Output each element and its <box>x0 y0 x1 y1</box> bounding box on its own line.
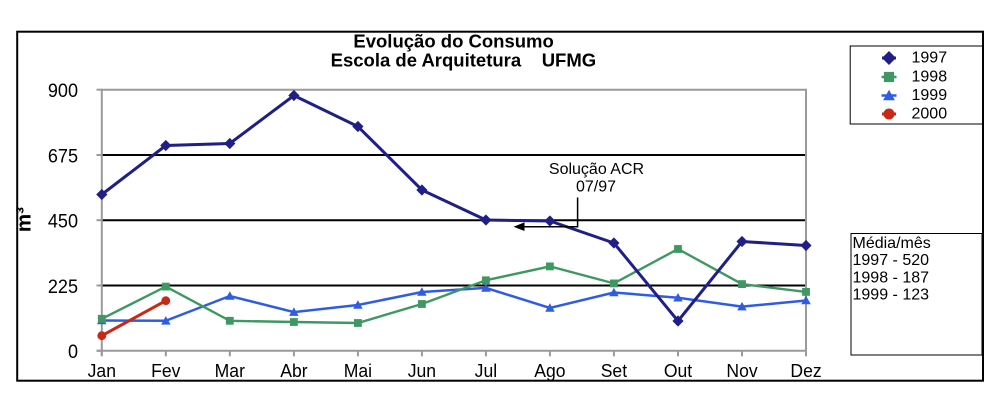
svg-text:Jul: Jul <box>475 361 497 382</box>
svg-text:m³: m³ <box>13 207 36 232</box>
svg-text:450: 450 <box>48 210 78 232</box>
svg-text:Escola de Arquitetura UFMG: Escola de Arquitetura UFMG <box>331 49 597 70</box>
svg-text:1999 - 123: 1999 - 123 <box>853 287 930 304</box>
svg-text:1998 - 187: 1998 - 187 <box>853 269 930 286</box>
svg-text:Out: Out <box>664 361 692 382</box>
svg-text:Média/mês: Média/mês <box>853 235 931 252</box>
svg-text:900: 900 <box>48 80 78 102</box>
svg-text:Set: Set <box>601 361 627 382</box>
svg-text:Abr: Abr <box>280 361 307 382</box>
svg-text:1997: 1997 <box>912 50 948 67</box>
svg-text:Solução ACR: Solução ACR <box>549 161 644 178</box>
svg-text:0: 0 <box>68 341 78 363</box>
svg-text:Ago: Ago <box>534 361 565 382</box>
svg-text:Jun: Jun <box>408 361 436 382</box>
svg-text:07/97: 07/97 <box>576 179 616 196</box>
svg-text:1998: 1998 <box>912 69 948 86</box>
svg-text:Nov: Nov <box>726 361 757 382</box>
svg-text:675: 675 <box>48 145 78 167</box>
svg-text:Evolução do Consumo: Evolução do Consumo <box>353 30 553 51</box>
svg-text:Mai: Mai <box>344 361 372 382</box>
svg-text:Dez: Dez <box>790 361 821 382</box>
svg-text:Jan: Jan <box>88 361 116 382</box>
svg-text:Mar: Mar <box>215 361 245 382</box>
svg-text:1999: 1999 <box>912 87 948 104</box>
svg-text:Fev: Fev <box>151 361 180 382</box>
svg-text:225: 225 <box>48 275 78 297</box>
svg-text:2000: 2000 <box>912 106 948 123</box>
svg-text:1997 - 520: 1997 - 520 <box>853 252 930 269</box>
